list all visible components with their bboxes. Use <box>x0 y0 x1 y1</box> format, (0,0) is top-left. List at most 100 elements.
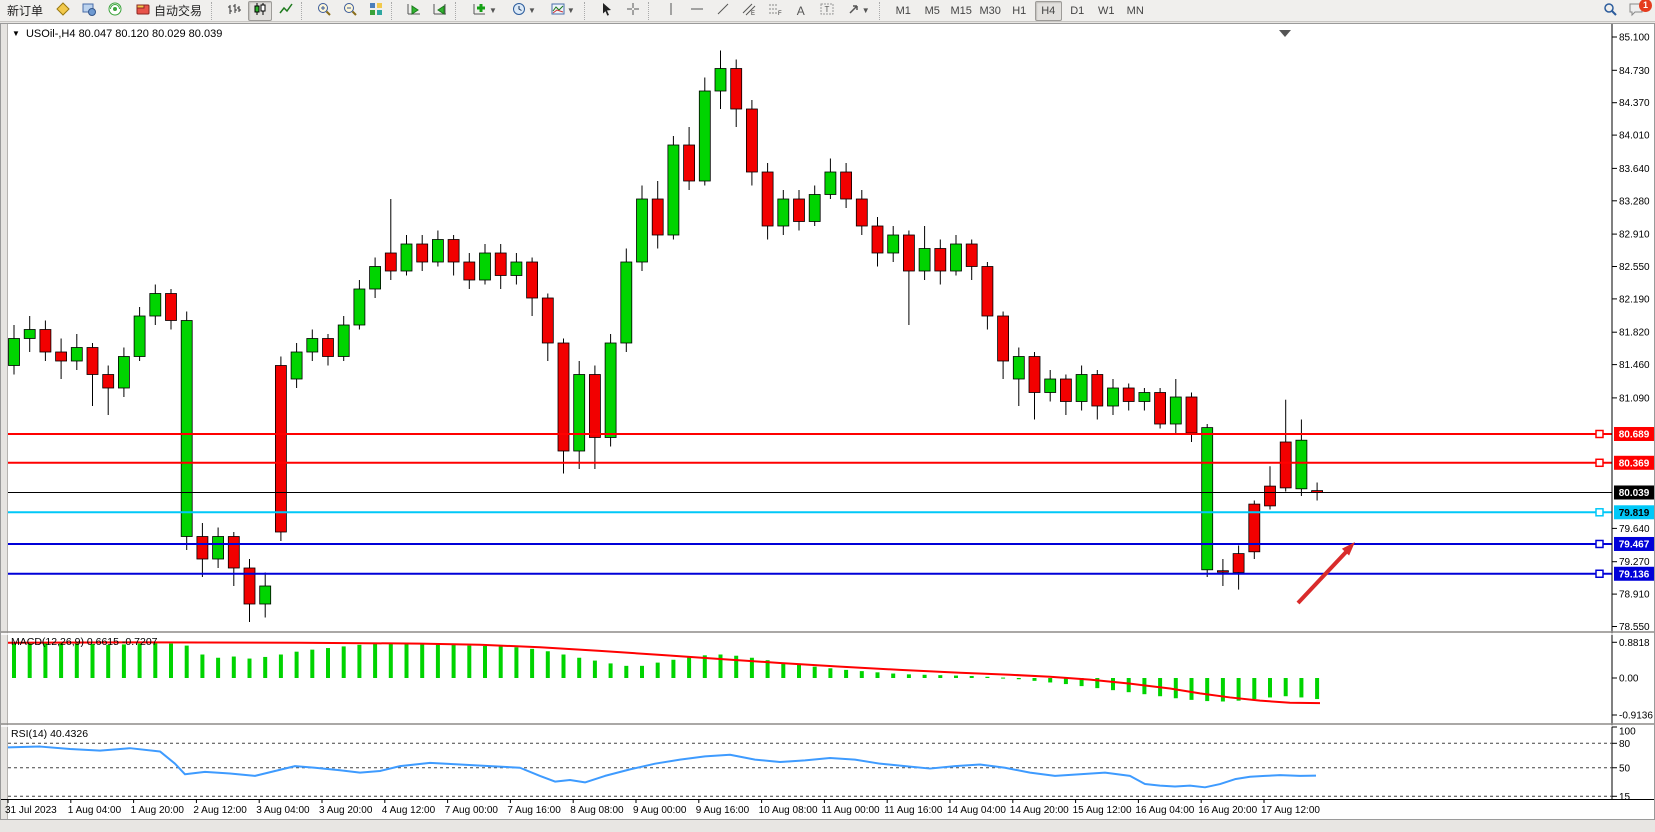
price-tick: 81.090 <box>1619 393 1650 404</box>
text-a-icon: A <box>796 3 805 18</box>
auto-scroll-icon <box>406 1 422 20</box>
search-button[interactable] <box>1598 1 1622 21</box>
market-watch-button[interactable] <box>51 1 75 21</box>
time-axis-label: 15 Aug 12:00 <box>1073 805 1132 816</box>
auto-scroll-button[interactable] <box>402 1 426 21</box>
time-axis-label: 31 Jul 2023 <box>5 805 57 816</box>
tf-button-M30[interactable]: M30 <box>979 4 1001 17</box>
price-tick: 82.550 <box>1619 262 1650 273</box>
line-chart-icon <box>278 1 294 20</box>
tf-button-MN[interactable]: MN <box>1126 4 1144 17</box>
time-axis-label: 17 Aug 12:00 <box>1261 805 1320 816</box>
tf-button-D1[interactable]: D1 <box>1070 4 1085 17</box>
autotrading-label: 自动交易 <box>154 4 203 18</box>
price-tick: 83.280 <box>1619 196 1650 207</box>
tf-button-M15[interactable]: M15 <box>950 4 972 17</box>
time-axis-label: 10 Aug 08:00 <box>759 805 818 816</box>
zoom-out-button[interactable] <box>338 1 362 21</box>
annotation-arrow <box>1296 549 1349 605</box>
rsi-axis-tick: 15 <box>1619 792 1631 803</box>
terminal-button[interactable] <box>103 1 127 21</box>
time-axis-label: 7 Aug 00:00 <box>445 805 499 816</box>
new-order-label: 新订单 <box>7 4 44 18</box>
rsi-axis-tick: 100 <box>1619 727 1636 738</box>
fibonacci-tool[interactable]: F <box>763 1 787 21</box>
macd-signal-line <box>7 641 1321 705</box>
trendline-tool[interactable] <box>711 1 735 21</box>
zoom-in-button[interactable] <box>312 1 336 21</box>
svg-text:E: E <box>751 11 755 17</box>
symbol-dropdown-icon[interactable]: ▼ <box>12 29 20 38</box>
text-label-icon: T <box>819 1 835 20</box>
annotation-arrow-head <box>1341 542 1355 556</box>
templates-button[interactable]: ▼ <box>544 1 581 21</box>
price-tick: 79.270 <box>1619 557 1650 568</box>
bar-chart-button[interactable] <box>222 1 246 21</box>
chart-ohlc-values: 80.047 80.120 80.029 80.039 <box>78 28 223 40</box>
window-bottom-edge <box>0 820 1655 832</box>
horizontal-line-icon <box>689 1 705 20</box>
macd-axis-tick: 0.8818 <box>1619 638 1650 649</box>
price-tick: 81.460 <box>1619 360 1650 371</box>
tf-button-M1[interactable]: M1 <box>895 4 911 17</box>
autotrading-button[interactable]: 自动交易 <box>129 1 208 21</box>
time-axis-label: 11 Aug 00:00 <box>821 805 880 816</box>
macd-panel: 0.8818 0.00 -0.9136 <box>7 638 1653 722</box>
zoom-out-icon <box>342 1 358 20</box>
price-line-label: 79.136 <box>1619 569 1650 580</box>
chart-shift-icon <box>432 1 448 20</box>
macd-axis-tick: -0.9136 <box>1619 711 1653 722</box>
chart-symbol: USOil-,H4 <box>25 28 76 40</box>
bar-chart-icon <box>226 1 242 20</box>
time-axis-label: 1 Aug 20:00 <box>131 805 185 816</box>
indicators-add-icon <box>472 1 488 20</box>
chevron-down-icon: ▼ <box>566 6 575 15</box>
price-chart[interactable]: 85.100 84.730 84.370 84.010 83.640 83.280 82.9… <box>0 23 1655 820</box>
text-tool[interactable]: A <box>789 1 813 21</box>
periods-button[interactable]: ▼ <box>505 1 542 21</box>
rsi-indicator-label: RSI(14) 40.4326 <box>11 728 89 740</box>
line-chart-button[interactable] <box>274 1 298 21</box>
main-toolbar: 新订单 自动交易 ▼ ▼ <box>0 0 1655 22</box>
time-axis-label: 7 Aug 16:00 <box>507 805 561 816</box>
cursor-button[interactable] <box>595 1 619 21</box>
tf-button-H1[interactable]: H1 <box>1012 4 1027 17</box>
new-order-button[interactable]: 新订单 <box>1 1 49 21</box>
navigator-icon <box>81 1 97 20</box>
time-axis-label: 3 Aug 04:00 <box>256 805 310 816</box>
svg-text:T: T <box>824 5 829 14</box>
price-tick: 84.730 <box>1619 66 1650 77</box>
vertical-line-tool[interactable] <box>659 1 683 21</box>
autotrading-icon <box>135 1 151 20</box>
signal-icon <box>107 1 123 20</box>
candlestick-chart-button[interactable] <box>248 0 273 21</box>
channel-tool[interactable]: E <box>737 1 761 21</box>
chart-shift-button[interactable] <box>428 1 452 21</box>
toolbar-separator <box>301 1 309 20</box>
horizontal-line-tool[interactable] <box>685 1 709 21</box>
chat-button[interactable]: 1 <box>1624 0 1652 21</box>
indicators-button[interactable]: ▼ <box>466 1 503 21</box>
clock-icon <box>511 1 527 20</box>
cursor-arrow-icon <box>599 1 615 20</box>
chevron-down-icon: ▼ <box>861 6 870 15</box>
price-tick: 82.910 <box>1619 230 1650 241</box>
price-line-label: 80.369 <box>1619 458 1650 469</box>
macd-axis-tick: 0.00 <box>1619 674 1639 685</box>
arrows-tool[interactable]: ▼ <box>841 1 876 21</box>
tile-windows-button[interactable] <box>364 1 388 21</box>
text-label-tool[interactable]: T <box>815 1 839 21</box>
tf-button-W1[interactable]: W1 <box>1097 4 1115 17</box>
time-axis-label: 9 Aug 00:00 <box>633 805 687 816</box>
price-tick: 84.010 <box>1619 131 1650 142</box>
tf-button-M5[interactable]: M5 <box>924 4 940 17</box>
market-watch-icon <box>55 1 71 20</box>
arrow-shapes-icon <box>847 2 861 19</box>
time-axis-label: 9 Aug 16:00 <box>696 805 750 816</box>
zoom-in-icon <box>316 1 332 20</box>
crosshair-button[interactable] <box>621 1 645 21</box>
rsi-line <box>7 745 1317 789</box>
tf-button-H4[interactable]: H4 <box>1034 0 1062 21</box>
macd-indicator-label: MACD(12,26,9) 0.6615 -0.7207 <box>11 636 158 648</box>
navigator-button[interactable] <box>77 1 101 21</box>
